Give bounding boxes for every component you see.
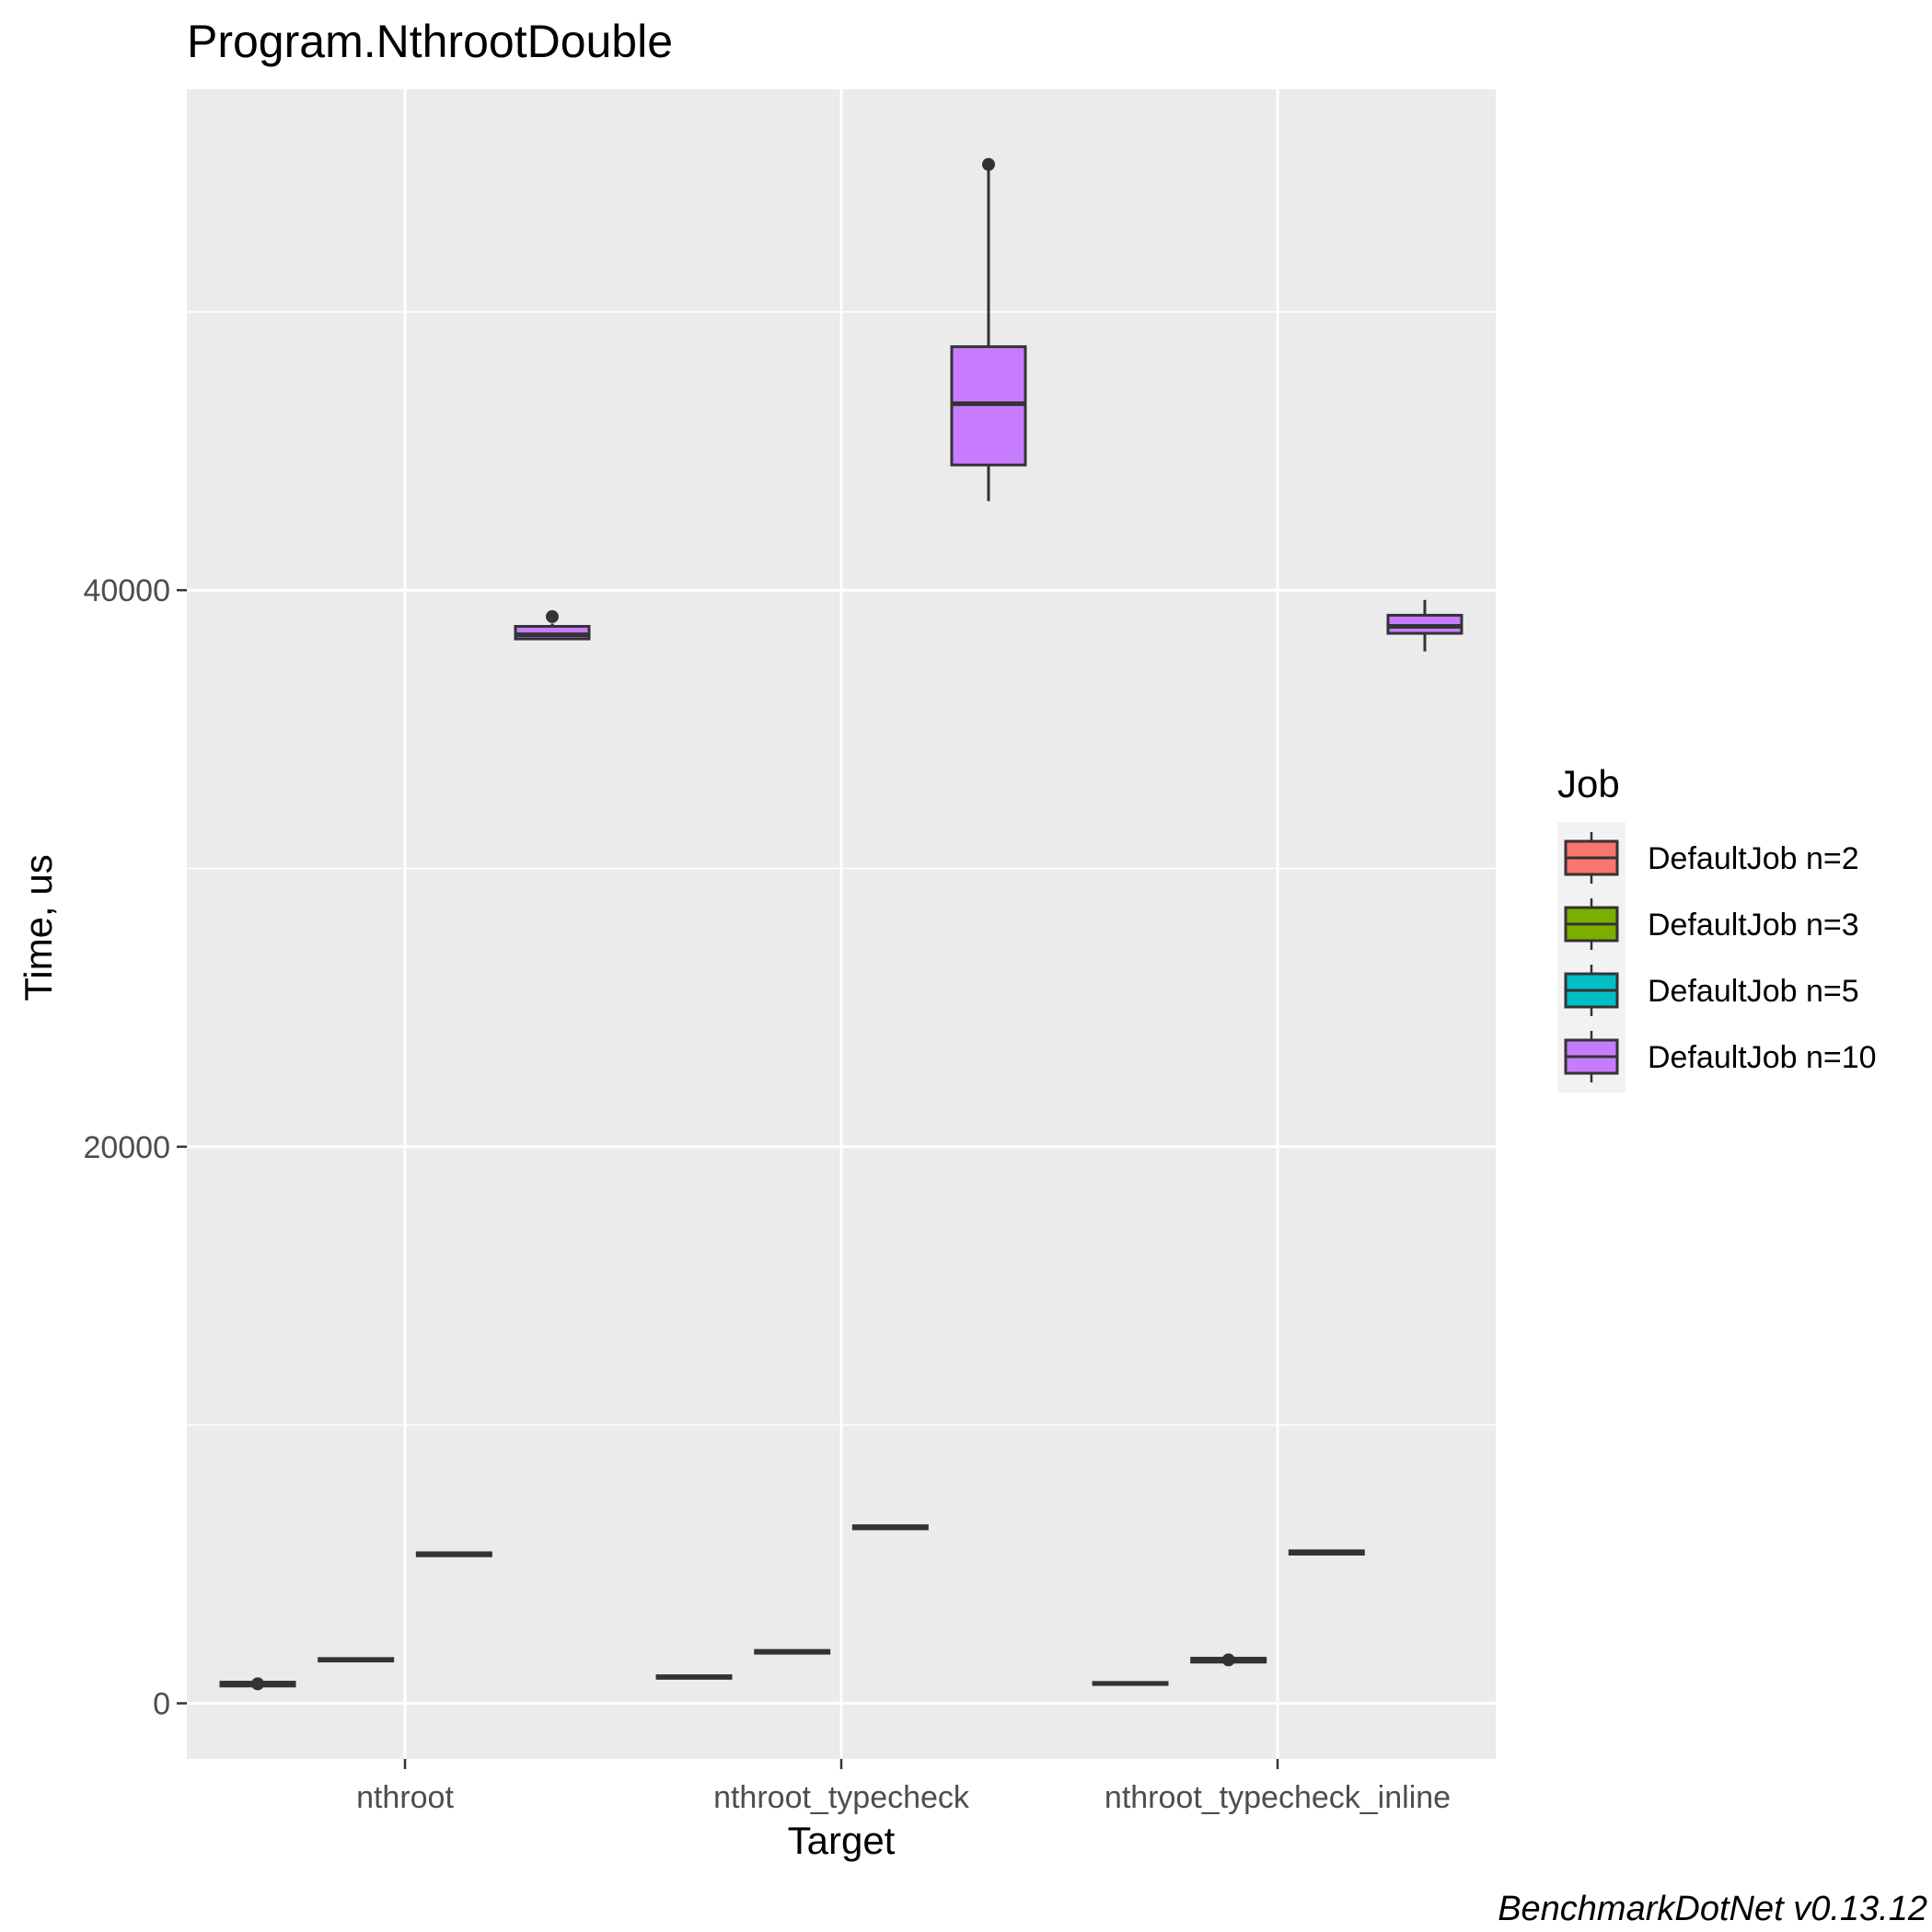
chart-caption: BenchmarkDotNet v0.13.12 [1498,1890,1927,1928]
outlier-point [251,1677,265,1691]
outlier-point [981,157,995,171]
outlier-point [1221,1653,1235,1667]
y-axis-title: Time, us [17,854,60,1001]
legend-label: DefaultJob n=5 [1648,974,1859,1009]
x-tick-label: nthroot [356,1780,454,1815]
x-axis: nthroot nthroot_typecheck nthroot_typechec… [356,1759,1451,1815]
legend-label: DefaultJob n=3 [1648,908,1859,943]
box-layer [219,157,1463,1691]
box-group [219,1677,296,1691]
legend-label: DefaultJob n=10 [1648,1040,1877,1075]
x-tick-label: nthroot_typecheck_inline [1105,1780,1451,1815]
box-group [1288,1549,1365,1556]
box-group [1092,1681,1169,1686]
plot-panel [187,89,1496,1759]
x-tick-label: nthroot_typecheck [713,1780,970,1815]
y-axis: 0 20000 40000 [83,573,187,1722]
box-group [950,157,1027,502]
box-group [415,1551,492,1557]
legend-title: Job [1557,762,1620,805]
y-tick-label: 0 [153,1687,170,1722]
box-group [514,609,591,641]
box-group [851,1524,929,1531]
box-group [754,1649,831,1655]
box-group [318,1657,395,1663]
x-axis-title: Target [788,1819,896,1862]
outlier-point [545,609,559,623]
box-group [1386,599,1463,652]
box-group [1190,1653,1267,1667]
box-group [655,1674,733,1680]
y-tick-label: 20000 [83,1130,170,1165]
legend-label: DefaultJob n=2 [1648,841,1859,876]
y-tick-label: 40000 [83,573,170,608]
chart-title: Program.NthrootDouble [187,16,673,67]
legend: Job DefaultJob n=2 DefaultJob n=3 DefaultJ… [1557,762,1877,1093]
